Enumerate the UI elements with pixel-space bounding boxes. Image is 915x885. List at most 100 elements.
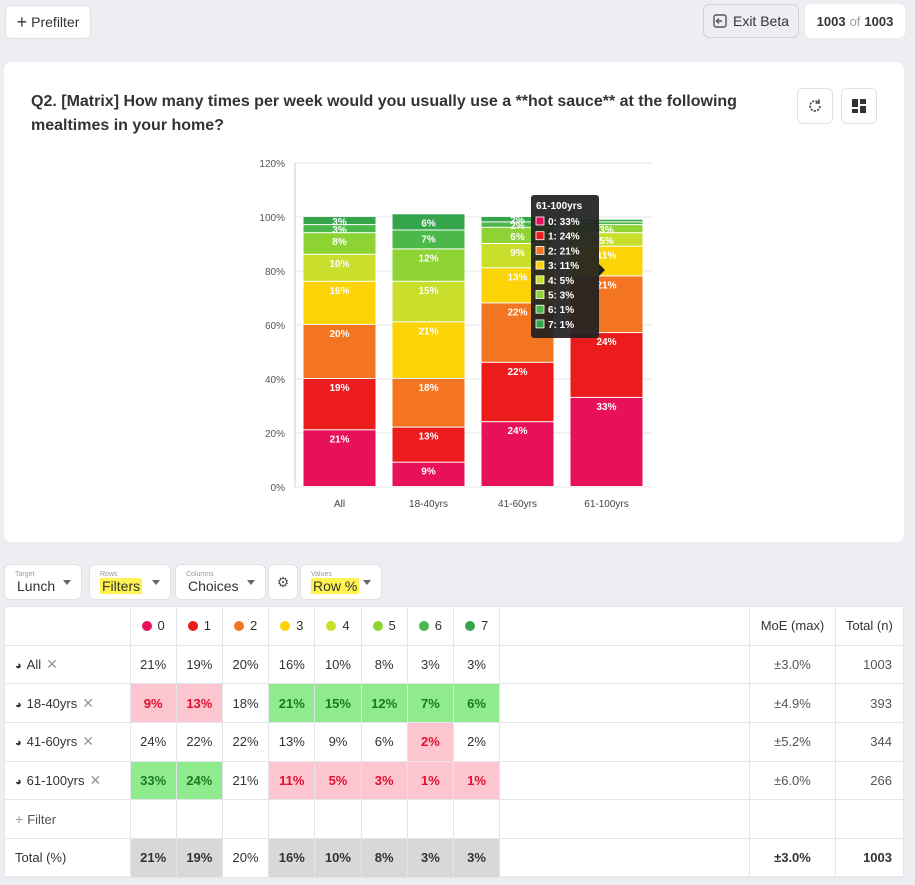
x-tick-label: 41-60yrs	[498, 499, 537, 510]
data-label: 21%	[418, 326, 438, 337]
data-label: 21%	[596, 280, 616, 291]
stacked-bar-chart: 0%20%40%60%80%100%120%21%19%20%16%10%8%3…	[259, 159, 651, 510]
table-row: ◕ 61-100yrs ✕ 33% 24% 21% 11% 5% 3% 1% 1% ±6.0% 266	[4, 760, 905, 801]
columns-value: Choices	[188, 578, 239, 594]
target-select[interactable]: Target Lunch	[4, 564, 82, 600]
data-label: 9%	[510, 248, 525, 259]
data-label: 7%	[421, 235, 436, 246]
table-cell[interactable]: 5%	[314, 760, 362, 801]
row-label-cell[interactable]: ◕ 41-60yrs ✕	[4, 722, 131, 762]
settings-button[interactable]: ⚙	[268, 564, 298, 600]
segment-icon: ◕	[15, 737, 22, 750]
empty-cell	[406, 799, 454, 840]
col-header-7[interactable]: 7	[452, 606, 501, 646]
col-header-4[interactable]: 4	[314, 606, 362, 646]
data-label: 24%	[596, 337, 616, 348]
chart-card: Q2. [Matrix] How many times per week wou…	[4, 62, 904, 542]
table-cell[interactable]: 21%	[129, 644, 177, 685]
color-dot-icon	[464, 621, 475, 632]
values-small-label: Values	[311, 571, 332, 578]
color-dot-icon	[326, 621, 337, 632]
table-cell[interactable]: 7%	[406, 683, 454, 724]
remove-icon[interactable]: ✕	[89, 772, 102, 789]
table-cell[interactable]: 1%	[406, 760, 454, 801]
add-filter-button[interactable]: + Filter	[4, 799, 131, 840]
total-cell: 8%	[360, 838, 408, 878]
prefilter-button[interactable]: + Prefilter	[5, 5, 91, 39]
exit-icon	[713, 14, 727, 28]
row-label-cell[interactable]: ◕ 61-100yrs ✕	[4, 760, 131, 801]
table-cell[interactable]: 10%	[314, 644, 362, 685]
tooltip-swatch	[535, 260, 545, 270]
table-cell[interactable]: 6%	[360, 722, 408, 762]
bar-segment	[392, 322, 465, 378]
table-cell[interactable]: 33%	[129, 760, 177, 801]
table-cell[interactable]: 9%	[129, 683, 177, 724]
row-label-cell[interactable]: ◕ 18-40yrs ✕	[4, 683, 131, 724]
data-label: 3%	[332, 217, 347, 228]
values-select[interactable]: Values Row %	[300, 564, 382, 600]
col-header-6[interactable]: 6	[406, 606, 454, 646]
data-label: 13%	[418, 432, 438, 443]
chevron-down-icon	[63, 580, 71, 585]
data-label: 15%	[418, 286, 438, 297]
table-cell[interactable]: 3%	[452, 644, 501, 685]
table-cell[interactable]: 24%	[129, 722, 177, 762]
bar-segment	[570, 219, 643, 222]
table-cell[interactable]: 13%	[268, 722, 316, 762]
table-cell[interactable]: 15%	[314, 683, 362, 724]
tooltip-line: 0: 33%	[548, 217, 580, 228]
table-cell[interactable]: 9%	[314, 722, 362, 762]
table-cell[interactable]: 22%	[175, 722, 223, 762]
remove-icon[interactable]: ✕	[82, 733, 94, 750]
question-title: Q2. [Matrix] How many times per week wou…	[31, 93, 737, 134]
bar-segment	[570, 222, 643, 225]
remove-icon[interactable]: ✕	[82, 694, 94, 711]
columns-select[interactable]: Columns Choices	[175, 564, 266, 600]
row-label-cell[interactable]: ◕ All ✕	[4, 644, 131, 685]
table-cell[interactable]: 2%	[406, 722, 454, 762]
exit-beta-button[interactable]: Exit Beta	[703, 4, 799, 38]
table-cell[interactable]: 19%	[175, 644, 223, 685]
table-cell[interactable]: 16%	[268, 644, 316, 685]
table-cell[interactable]: 3%	[406, 644, 454, 685]
rows-select[interactable]: Rows Filters	[89, 564, 171, 600]
crosstab-table: 0 1 2 3 4 5 6 7 MoE (max) Total (n) ◕ All…	[4, 606, 905, 878]
table-cell[interactable]: 20%	[221, 644, 270, 685]
col-header-3[interactable]: 3	[268, 606, 316, 646]
table-cell[interactable]: 2%	[452, 722, 501, 762]
bar-segment	[392, 249, 465, 281]
row-label: 18-40yrs	[26, 695, 78, 711]
table-cell[interactable]: 18%	[221, 683, 270, 724]
col-header-1[interactable]: 1	[175, 606, 223, 646]
prefilter-label: Prefilter	[31, 14, 80, 30]
chevron-down-icon	[247, 580, 255, 585]
table-cell[interactable]: 13%	[175, 683, 223, 724]
col-header-2[interactable]: 2	[221, 606, 270, 646]
tooltip-swatch	[535, 275, 545, 285]
table-cell[interactable]: 21%	[268, 683, 316, 724]
table-cell[interactable]: 1%	[452, 760, 501, 801]
empty-cell	[834, 799, 905, 840]
layout-button[interactable]	[841, 88, 877, 124]
y-tick-label: 20%	[265, 429, 285, 440]
table-cell[interactable]: 12%	[360, 683, 408, 724]
data-label: 3%	[599, 225, 614, 236]
plus-icon: +	[16, 12, 28, 32]
col-header-0[interactable]: 0	[129, 606, 177, 646]
table-cell[interactable]: 3%	[360, 760, 408, 801]
bar-segment	[303, 225, 376, 233]
table-cell[interactable]: 11%	[268, 760, 316, 801]
table-cell[interactable]: 22%	[221, 722, 270, 762]
table-cell[interactable]: 8%	[360, 644, 408, 685]
remove-icon[interactable]: ✕	[46, 656, 58, 673]
table-cell[interactable]: 21%	[221, 760, 270, 801]
table-cell[interactable]: 6%	[452, 683, 501, 724]
tooltip-swatch	[535, 216, 545, 226]
data-label: 8%	[332, 237, 347, 248]
data-label: 18%	[418, 383, 438, 394]
refresh-button[interactable]	[797, 88, 833, 124]
col-header-5[interactable]: 5	[360, 606, 408, 646]
table-cell[interactable]: 24%	[175, 760, 223, 801]
moe-cell: ±4.9%	[749, 683, 836, 724]
